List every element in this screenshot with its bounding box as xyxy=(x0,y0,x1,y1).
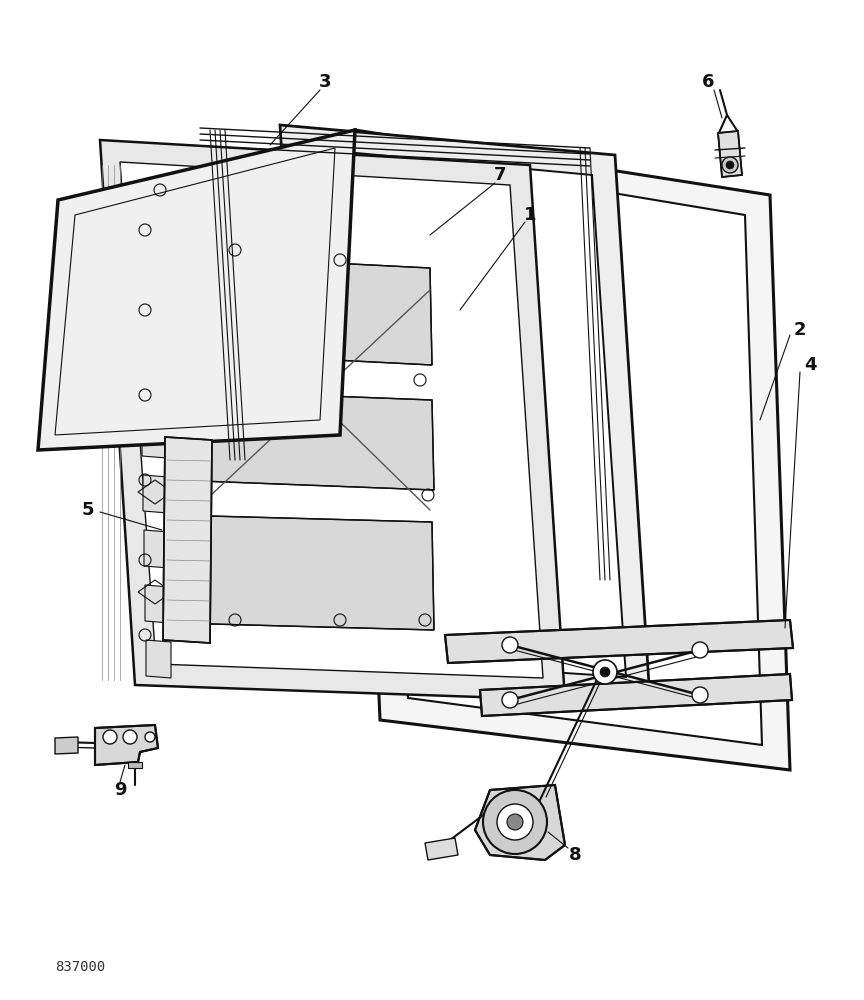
Polygon shape xyxy=(280,125,650,700)
Text: 7: 7 xyxy=(493,166,506,184)
Polygon shape xyxy=(303,148,626,677)
Polygon shape xyxy=(425,838,458,860)
Polygon shape xyxy=(140,310,165,348)
Text: 9: 9 xyxy=(114,781,126,799)
Circle shape xyxy=(123,730,137,744)
Polygon shape xyxy=(480,674,792,716)
Ellipse shape xyxy=(465,543,515,617)
Polygon shape xyxy=(172,390,434,490)
Polygon shape xyxy=(55,737,78,754)
Text: 1: 1 xyxy=(524,206,537,224)
Circle shape xyxy=(692,687,708,703)
Polygon shape xyxy=(100,140,565,700)
Circle shape xyxy=(103,730,117,744)
Circle shape xyxy=(483,790,547,854)
Ellipse shape xyxy=(464,433,516,517)
Text: 837000: 837000 xyxy=(55,960,105,974)
Text: 5: 5 xyxy=(82,501,94,519)
Polygon shape xyxy=(475,785,565,860)
Circle shape xyxy=(502,692,518,708)
Circle shape xyxy=(497,804,533,840)
Polygon shape xyxy=(142,420,167,458)
Polygon shape xyxy=(120,162,543,678)
Circle shape xyxy=(692,642,708,658)
Polygon shape xyxy=(95,725,158,765)
Circle shape xyxy=(726,161,734,169)
Circle shape xyxy=(600,667,610,677)
Polygon shape xyxy=(138,200,163,238)
Circle shape xyxy=(722,157,738,173)
Polygon shape xyxy=(718,131,742,177)
Circle shape xyxy=(145,732,155,742)
Text: 6: 6 xyxy=(702,73,715,91)
Polygon shape xyxy=(139,255,164,293)
Polygon shape xyxy=(145,585,170,623)
Circle shape xyxy=(507,814,523,830)
Text: 8: 8 xyxy=(569,846,581,864)
Polygon shape xyxy=(445,620,793,663)
Polygon shape xyxy=(141,365,166,403)
Circle shape xyxy=(593,660,617,684)
Text: 2: 2 xyxy=(794,321,806,339)
Text: 4: 4 xyxy=(804,356,816,374)
Polygon shape xyxy=(128,762,142,768)
Ellipse shape xyxy=(457,305,512,395)
Polygon shape xyxy=(163,437,212,643)
Polygon shape xyxy=(355,130,790,770)
Polygon shape xyxy=(144,530,169,568)
Polygon shape xyxy=(175,255,432,365)
Text: 3: 3 xyxy=(319,73,331,91)
Circle shape xyxy=(502,637,518,653)
Polygon shape xyxy=(385,155,762,745)
Polygon shape xyxy=(143,475,168,513)
Polygon shape xyxy=(146,640,171,678)
Polygon shape xyxy=(38,130,355,450)
Polygon shape xyxy=(172,515,434,630)
